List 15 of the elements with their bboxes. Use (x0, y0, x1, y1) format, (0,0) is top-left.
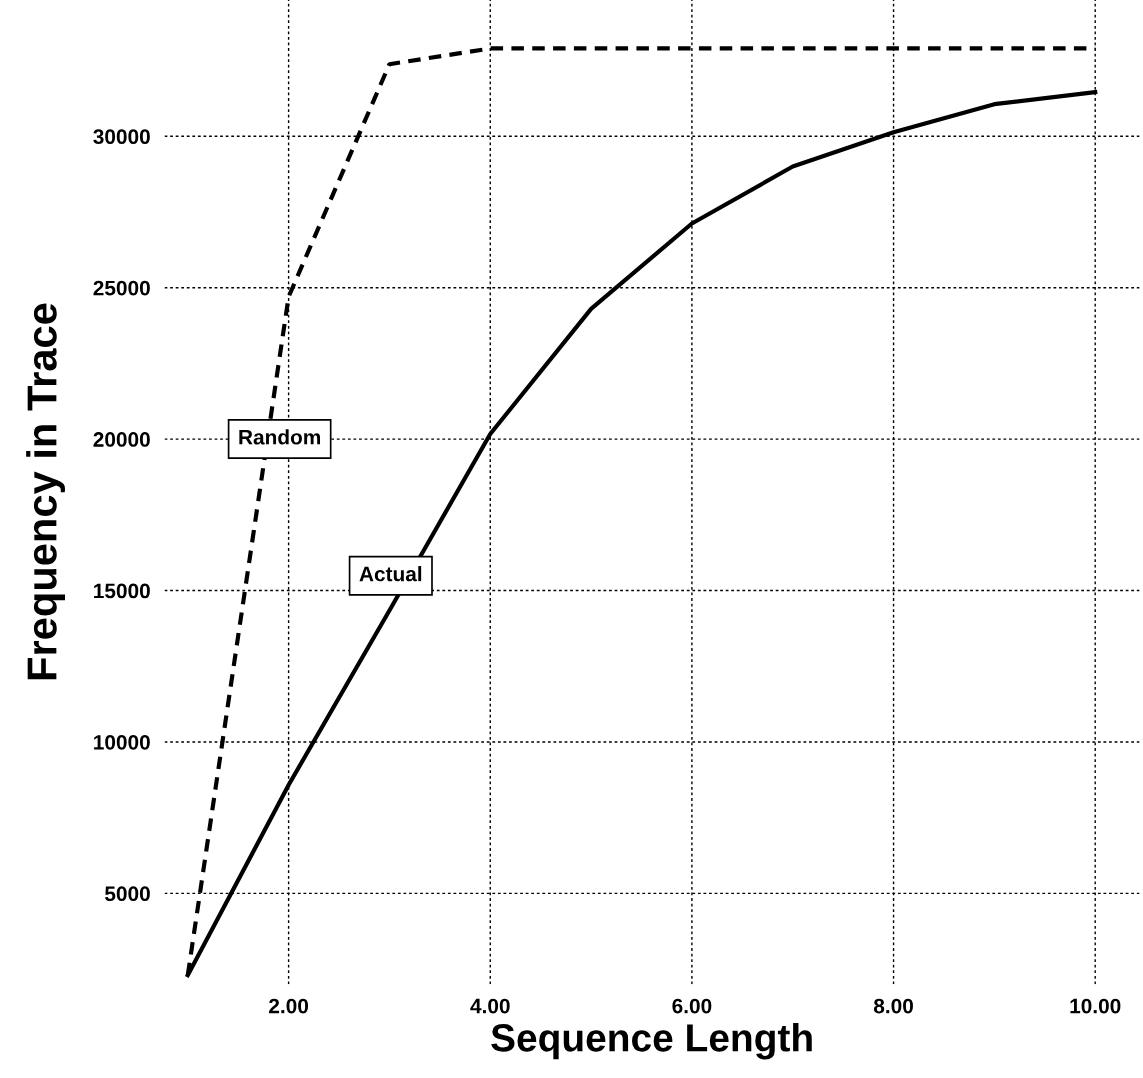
x-tick-label: 10.00 (1070, 998, 1121, 1014)
x-tick-label: 4.00 (470, 998, 510, 1014)
x-axis-title: Sequence Length (491, 1023, 812, 1060)
x-tick-label: 2.00 (269, 998, 309, 1014)
y-tick-label: 5000 (105, 886, 150, 902)
y-tick-label: 20000 (93, 432, 150, 447)
y-tick-label: 15000 (94, 583, 150, 599)
x-tick-label: 6.00 (672, 998, 712, 1014)
x-tick-label: 8.00 (873, 998, 913, 1014)
y-tick-label: 25000 (93, 280, 150, 296)
y-tick-label: 30000 (93, 129, 150, 145)
series-label: Actual (359, 566, 422, 582)
y-axis-title: Frequency in Trace (26, 303, 65, 680)
y-tick-label: 10000 (94, 734, 150, 750)
series-label: Random (239, 429, 321, 445)
